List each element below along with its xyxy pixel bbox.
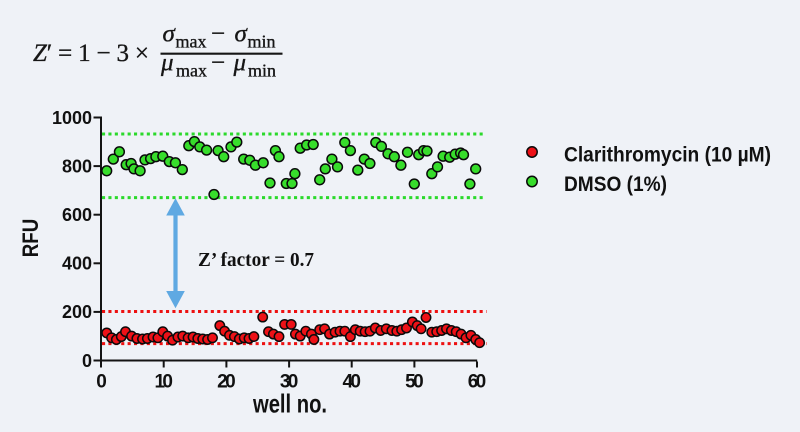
svg-text:σ: σ [235, 21, 249, 48]
svg-text:0: 0 [96, 372, 107, 393]
svg-text:RFU: RFU [18, 219, 43, 258]
svg-text:well no.: well no. [252, 389, 327, 419]
svg-text:max: max [176, 61, 207, 81]
svg-text:800: 800 [62, 156, 92, 176]
svg-text:400: 400 [62, 254, 92, 274]
svg-text:min: min [248, 32, 276, 52]
svg-text:Clarithromycin (10 µM): Clarithromycin (10 µM) [564, 144, 771, 167]
svg-text:50: 50 [405, 372, 424, 393]
svg-text:max: max [176, 32, 207, 52]
svg-text:DMSO (1%): DMSO (1%) [564, 173, 667, 196]
svg-text:200: 200 [62, 302, 92, 322]
svg-text:600: 600 [62, 205, 92, 225]
svg-text:60: 60 [468, 372, 487, 393]
svg-text:20: 20 [217, 372, 236, 393]
svg-text:μ: μ [160, 50, 174, 77]
svg-text:0: 0 [82, 351, 92, 371]
svg-text:−: − [211, 21, 225, 48]
svg-text:σ: σ [163, 21, 177, 48]
svg-text:Z′ = 1 − 3 ×: Z′ = 1 − 3 × [33, 40, 149, 67]
svg-text:1000: 1000 [52, 108, 92, 128]
svg-text:−: − [211, 50, 225, 77]
svg-text:10: 10 [154, 372, 173, 393]
svg-text:40: 40 [342, 372, 361, 393]
svg-text:Z’ factor = 0.7: Z’ factor = 0.7 [198, 249, 314, 271]
svg-text:μ: μ [233, 50, 247, 77]
svg-text:30: 30 [280, 372, 299, 393]
svg-text:min: min [248, 61, 276, 81]
